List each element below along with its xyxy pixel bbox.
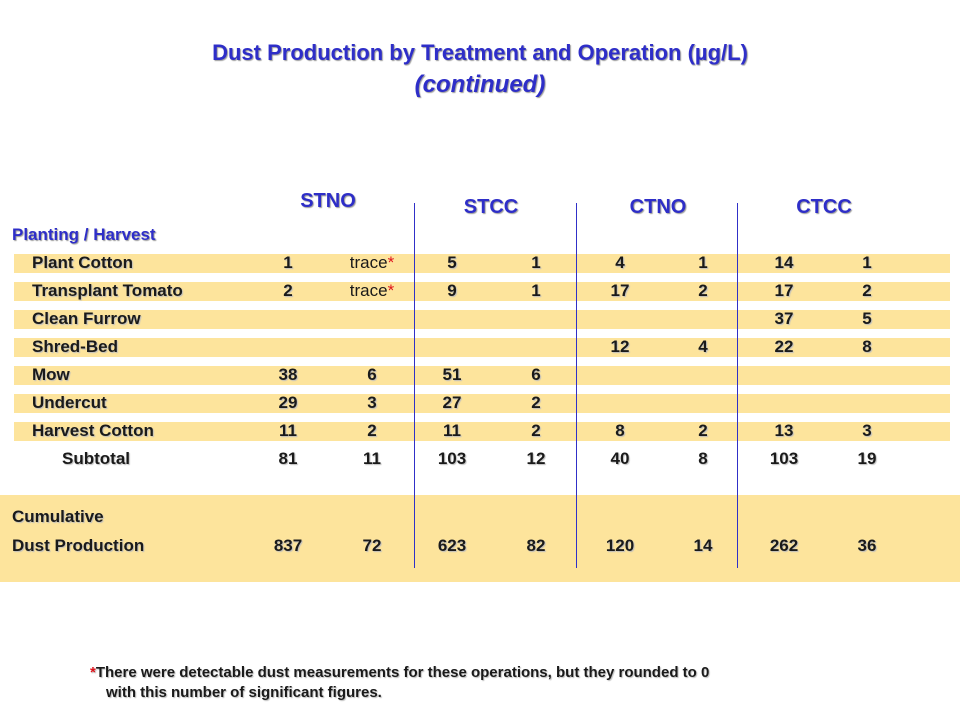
table-row (14, 254, 950, 273)
table-cell: 1 (698, 253, 708, 272)
column-header-ctno: CTNO (629, 196, 687, 218)
table-row (14, 282, 950, 301)
table-cell: 6 (367, 365, 377, 384)
row-label: Transplant Tomato (32, 281, 183, 300)
table-cell: 2 (283, 281, 293, 300)
footnote-marker: * (90, 664, 96, 681)
table-cell: 1 (862, 253, 872, 272)
table-cell: 2 (531, 393, 541, 412)
table-cell: 5 (447, 253, 457, 272)
table-cell: 11 (443, 421, 461, 440)
table-cell: 2 (862, 281, 872, 300)
row-label: Harvest Cotton (32, 421, 154, 440)
column-header-ctcc: CTCC (796, 196, 852, 218)
cumulative-cell: 82 (526, 536, 546, 555)
subtotal-cell: 103 (437, 449, 467, 468)
table-cell: 6 (531, 365, 541, 384)
footnote-line1: There were detectable dust measurements … (95, 664, 710, 681)
table-cell: 2 (367, 421, 377, 440)
cumulative-label-line1: Cumulative (12, 507, 104, 526)
table-cell: 37 (774, 309, 794, 328)
table-cell: 8 (862, 337, 872, 356)
cumulative-cell: 72 (362, 536, 382, 555)
table-cell: 9 (447, 281, 457, 300)
cumulative-cell: 623 (437, 536, 467, 555)
cumulative-cell: 262 (769, 536, 799, 555)
table-cell: 38 (278, 365, 298, 384)
table-row (14, 338, 950, 357)
table-cell: 11 (279, 421, 297, 440)
cumulative-cell: 837 (273, 536, 303, 555)
subtotal-cell: 8 (698, 449, 708, 468)
table-cell: 27 (442, 393, 462, 412)
column-divider (737, 203, 738, 568)
table-cell: 3 (862, 421, 872, 440)
row-label: Plant Cotton (32, 253, 134, 272)
table-cell: 8 (615, 421, 625, 440)
table-cell: trace* (349, 281, 395, 300)
table-cell: 4 (615, 253, 625, 272)
section-label: Planting / Harvest (12, 225, 156, 244)
table-cell: 14 (774, 253, 794, 272)
table-row (14, 422, 950, 441)
subtotal-cell: 11 (363, 449, 381, 468)
cumulative-cell: 120 (605, 536, 635, 555)
column-header-stcc: STCC (463, 196, 519, 218)
table-cell: 5 (862, 309, 872, 328)
table-row (14, 310, 950, 329)
table-cell: trace* (349, 253, 395, 272)
table-cell: 17 (610, 281, 630, 300)
table-row (14, 394, 950, 413)
column-header-stno: STNO (300, 190, 356, 212)
table-cell: 2 (531, 421, 541, 440)
table-cell: 17 (774, 281, 794, 300)
subtotal-cell: 81 (278, 449, 298, 468)
subtotal-cell: 12 (526, 449, 546, 468)
cumulative-cell: 36 (857, 536, 877, 555)
table-cell: 2 (698, 281, 708, 300)
table-row (14, 366, 950, 385)
table-cell: 12 (610, 337, 630, 356)
table-cell: 29 (278, 393, 298, 412)
cumulative-label-line2: Dust Production (12, 536, 145, 555)
subtotal-cell: 103 (769, 449, 799, 468)
trace-marker: * (387, 281, 395, 300)
table-cell: 1 (283, 253, 293, 272)
page-title: Dust Production by Treatment and Operati… (212, 40, 748, 65)
subtotal-cell: 40 (610, 449, 630, 468)
row-label: Shred-Bed (32, 337, 118, 356)
subtotal-label: Subtotal (62, 449, 130, 468)
footnote: *There were detectable dust measurements… (90, 663, 890, 703)
table-cell: 1 (531, 281, 541, 300)
cumulative-cell: 14 (693, 536, 713, 555)
cumulative-band (0, 495, 960, 582)
table-cell: 4 (698, 337, 708, 356)
subtotal-cell: 19 (857, 449, 877, 468)
page-subtitle: (continued) (414, 71, 546, 98)
column-divider (576, 203, 577, 568)
footnote-line2: with this number of significant figures. (106, 684, 382, 701)
table-cell: 22 (774, 337, 794, 356)
table-cell: 51 (442, 365, 462, 384)
row-label: Clean Furrow (32, 309, 141, 328)
row-label: Mow (32, 365, 70, 384)
row-label: Undercut (32, 393, 107, 412)
trace-marker: * (387, 253, 395, 272)
column-divider (414, 203, 415, 568)
table-cell: 13 (774, 421, 794, 440)
table-cell: 3 (367, 393, 377, 412)
table-cell: 1 (531, 253, 541, 272)
table-cell: 2 (698, 421, 708, 440)
